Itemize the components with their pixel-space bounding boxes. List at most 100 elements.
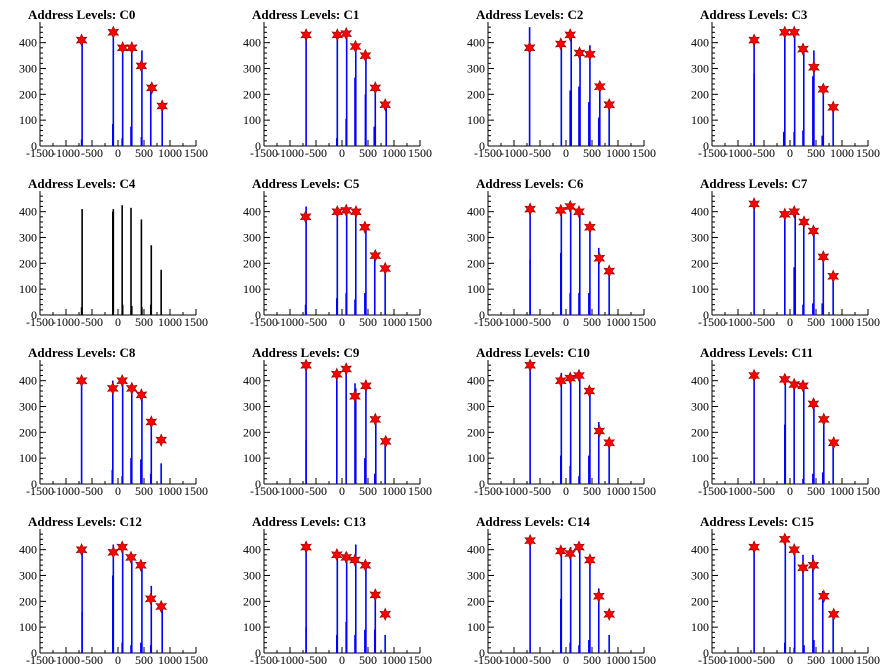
y-tick-label: 100 <box>467 620 485 634</box>
x-tick-label: -500 <box>529 315 551 329</box>
x-tick-label: 1000 <box>606 315 630 329</box>
chart-panel-12: Address Levels: C12 0 100 200 300 400 -1500-10… <box>19 514 208 667</box>
chart-panel-11: Address Levels: C11 0 100 200 300 400 -1500-10… <box>691 345 880 498</box>
x-tick-label: 1500 <box>856 653 880 667</box>
peak-marker <box>564 199 577 214</box>
x-tick-label: 1000 <box>606 146 630 160</box>
y-tick-label: 200 <box>19 87 37 101</box>
y-tick-label: 300 <box>467 400 485 414</box>
peak-marker <box>135 558 147 572</box>
peak-marker <box>603 97 616 112</box>
peak-marker <box>299 210 312 224</box>
chart-panel-8: Address Levels: C8 0 100 200 300 400 -1500-100… <box>19 345 208 498</box>
y-tick-label: 400 <box>19 36 37 50</box>
y-tick-label: 200 <box>467 256 485 270</box>
y-tick-label: 300 <box>691 569 709 583</box>
x-tick-label: 0 <box>339 653 345 667</box>
y-tick-label: 100 <box>243 113 261 127</box>
y-tick-label: 400 <box>243 36 261 50</box>
panel-title: Address Levels: C8 <box>28 345 136 360</box>
x-tick-label: 1000 <box>158 146 182 160</box>
peak-marker <box>359 48 372 63</box>
peak-marker <box>778 207 791 222</box>
x-tick-label: -1500 <box>250 484 278 498</box>
chart-panel-7: Address Levels: C7 0 100 200 300 400 -1500-100… <box>691 176 880 329</box>
peak-marker <box>807 558 820 572</box>
x-tick-label: 500 <box>807 146 825 160</box>
peak-marker <box>340 203 353 218</box>
panel-title: Address Levels: C4 <box>28 176 136 191</box>
x-tick-label: -1500 <box>250 653 278 667</box>
peak-marker <box>748 540 760 554</box>
peak-marker <box>788 377 801 392</box>
panel-title: Address Levels: C6 <box>476 176 584 191</box>
y-tick-label: 400 <box>691 374 709 388</box>
peak-marker <box>807 224 820 238</box>
x-tick-label: 0 <box>339 484 345 498</box>
x-tick-label: -500 <box>81 146 103 160</box>
x-tick-label: -500 <box>81 484 103 498</box>
x-tick-label: -1000 <box>724 315 752 329</box>
x-tick-label: 1500 <box>408 484 432 498</box>
y-tick-label: 300 <box>19 400 37 414</box>
x-tick-label: 500 <box>359 653 377 667</box>
x-tick-label: 1500 <box>408 315 432 329</box>
chart-panel-4: Address Levels: C4 0 100 200 300 400 -1500-100… <box>19 176 208 329</box>
panel-title: Address Levels: C9 <box>252 345 360 360</box>
peak-marker <box>524 202 536 216</box>
peak-marker <box>116 373 129 388</box>
x-tick-label: 500 <box>583 484 601 498</box>
chart-panel-1: Address Levels: C1 0 100 200 300 400 -1500-100… <box>243 7 432 160</box>
peak-marker <box>340 362 353 376</box>
peak-marker <box>125 550 137 565</box>
peak-marker <box>106 381 119 396</box>
peak-marker <box>817 82 830 96</box>
y-tick-label: 0 <box>479 308 485 322</box>
peak-marker <box>359 220 371 234</box>
y-tick-label: 200 <box>691 425 709 439</box>
x-tick-label: -1500 <box>474 146 502 160</box>
y-tick-label: 400 <box>467 36 485 50</box>
x-tick-label: 500 <box>583 146 601 160</box>
x-tick-label: 1000 <box>382 146 406 160</box>
y-tick-label: 0 <box>255 477 261 491</box>
y-tick-label: 0 <box>31 308 37 322</box>
peak-marker <box>788 542 801 557</box>
panel-title: Address Levels: C5 <box>252 176 360 191</box>
x-tick-label: 1500 <box>632 315 656 329</box>
peak-marker <box>349 389 361 403</box>
x-tick-label: 500 <box>135 146 153 160</box>
peak-marker <box>349 553 361 567</box>
peak-marker <box>827 607 840 622</box>
peak-marker <box>573 540 585 554</box>
peak-marker <box>807 397 820 411</box>
x-tick-label: 0 <box>115 315 121 329</box>
x-tick-label: -1500 <box>698 484 726 498</box>
x-tick-label: -1500 <box>698 315 726 329</box>
y-tick-label: 300 <box>691 400 709 414</box>
chart-panel-2: Address Levels: C2 0 100 200 300 400 -1500-100… <box>467 7 656 160</box>
x-tick-label: 1000 <box>606 653 630 667</box>
x-tick-label: 0 <box>339 315 345 329</box>
peak-marker <box>369 248 382 263</box>
peak-marker <box>573 204 585 219</box>
x-tick-label: 1000 <box>606 484 630 498</box>
x-tick-label: -1500 <box>474 315 502 329</box>
y-tick-label: 100 <box>243 282 261 296</box>
peak-marker <box>524 533 536 548</box>
x-tick-label: 0 <box>115 146 121 160</box>
y-tick-label: 0 <box>479 646 485 660</box>
peak-marker <box>827 269 840 284</box>
x-tick-label: 1500 <box>184 315 208 329</box>
x-tick-label: 1000 <box>382 484 406 498</box>
panel-title: Address Levels: C13 <box>252 514 366 529</box>
peak-marker <box>593 424 606 438</box>
x-tick-label: -1000 <box>52 484 80 498</box>
x-tick-label: 1000 <box>830 146 854 160</box>
peak-marker <box>797 561 809 575</box>
chart-panel-14: Address Levels: C14 0 100 200 300 400 -1500-10… <box>467 514 656 667</box>
y-tick-label: 200 <box>19 594 37 608</box>
x-tick-label: -500 <box>305 146 327 160</box>
x-tick-label: -500 <box>305 653 327 667</box>
peak-marker <box>808 60 820 74</box>
